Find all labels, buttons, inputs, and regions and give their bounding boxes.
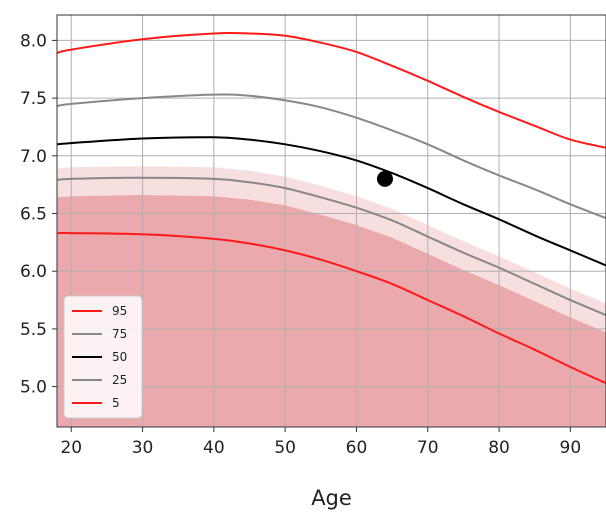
- series-line-p25: [57, 176, 606, 317]
- legend-box: [63, 295, 143, 419]
- y-axis-ticks: 5.0 5.5 6.0 6.5 7.0 7.5 8.0: [20, 31, 57, 398]
- legend-label-p95: 95: [112, 304, 127, 318]
- series-line-p5: [57, 232, 606, 385]
- x-tick-label: 50: [274, 438, 296, 458]
- series-line-p75: [57, 93, 606, 220]
- series-line-p95: [57, 31, 606, 149]
- y-tick-label: 5.0: [20, 378, 47, 398]
- y-tick-label: 6.5: [20, 204, 47, 224]
- shading-region: [57, 195, 606, 427]
- x-axis-ticks: 20 30 40 50 60 70 80 90: [60, 427, 581, 458]
- data-point-marker: [376, 170, 393, 187]
- grid: [57, 15, 606, 427]
- x-tick-label: 70: [417, 438, 439, 458]
- x-tick-label: 80: [488, 438, 510, 458]
- x-tick-label: 90: [560, 438, 582, 458]
- y-tick-label: 7.0: [20, 147, 47, 167]
- y-tick-label: 7.5: [20, 89, 47, 109]
- legend-label-p75: 75: [112, 327, 127, 341]
- plot-area: [57, 15, 606, 427]
- y-tick-label: 5.5: [20, 320, 47, 340]
- y-tick-label: 8.0: [20, 31, 47, 51]
- x-tick-label: 40: [203, 438, 225, 458]
- percentile-lines: [57, 31, 606, 385]
- legend-label-p5: 5: [112, 396, 120, 410]
- legend-label-p50: 50: [112, 350, 127, 364]
- x-tick-label: 30: [132, 438, 154, 458]
- x-axis-label: Age: [311, 486, 352, 510]
- x-tick-label: 60: [346, 438, 368, 458]
- y-tick-label: 6.0: [20, 262, 47, 282]
- x-tick-label: 20: [60, 438, 82, 458]
- series-line-p50: [57, 136, 606, 267]
- legend: 95 75 50 25 5: [63, 295, 143, 419]
- legend-label-p25: 25: [112, 373, 127, 387]
- plot-frame: [56, 14, 606, 428]
- patient-marker: [376, 170, 393, 187]
